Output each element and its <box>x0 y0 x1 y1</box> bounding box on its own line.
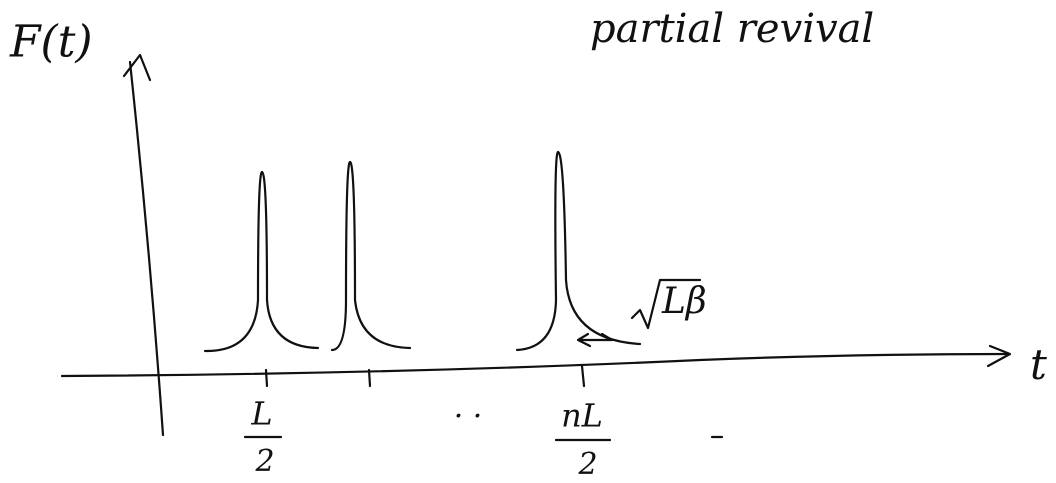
y-arrow <box>124 55 150 80</box>
tick-numerator: nL <box>561 397 603 435</box>
peak <box>517 152 640 350</box>
y-axis-label: F(t) <box>9 17 93 68</box>
width-arrow <box>578 334 612 346</box>
tick-denominator: 2 <box>577 447 597 482</box>
y-axis <box>130 62 163 435</box>
tick <box>582 366 584 386</box>
tick <box>369 370 370 386</box>
peak <box>332 162 410 350</box>
x-axis <box>62 354 1008 376</box>
sketch: F(t) partial revival t Lβ L 2 · · nL 2 <box>0 0 1056 483</box>
width-label: Lβ <box>661 281 707 322</box>
tick-denominator: 2 <box>254 444 274 479</box>
peak <box>205 172 318 351</box>
tick <box>266 370 267 386</box>
tick-numerator: L <box>250 395 272 433</box>
x-arrow <box>988 346 1010 366</box>
x-axis-label: t <box>1030 340 1047 389</box>
title: partial revival <box>590 6 874 52</box>
ellipsis: · · <box>454 399 483 434</box>
